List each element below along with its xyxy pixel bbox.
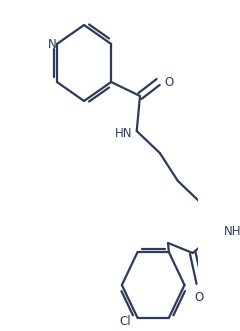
Text: Cl: Cl [119, 315, 131, 328]
Text: O: O [164, 75, 173, 88]
Text: NH: NH [224, 224, 240, 238]
Text: HN: HN [115, 126, 132, 139]
Text: O: O [195, 291, 204, 304]
Text: N: N [48, 37, 56, 51]
